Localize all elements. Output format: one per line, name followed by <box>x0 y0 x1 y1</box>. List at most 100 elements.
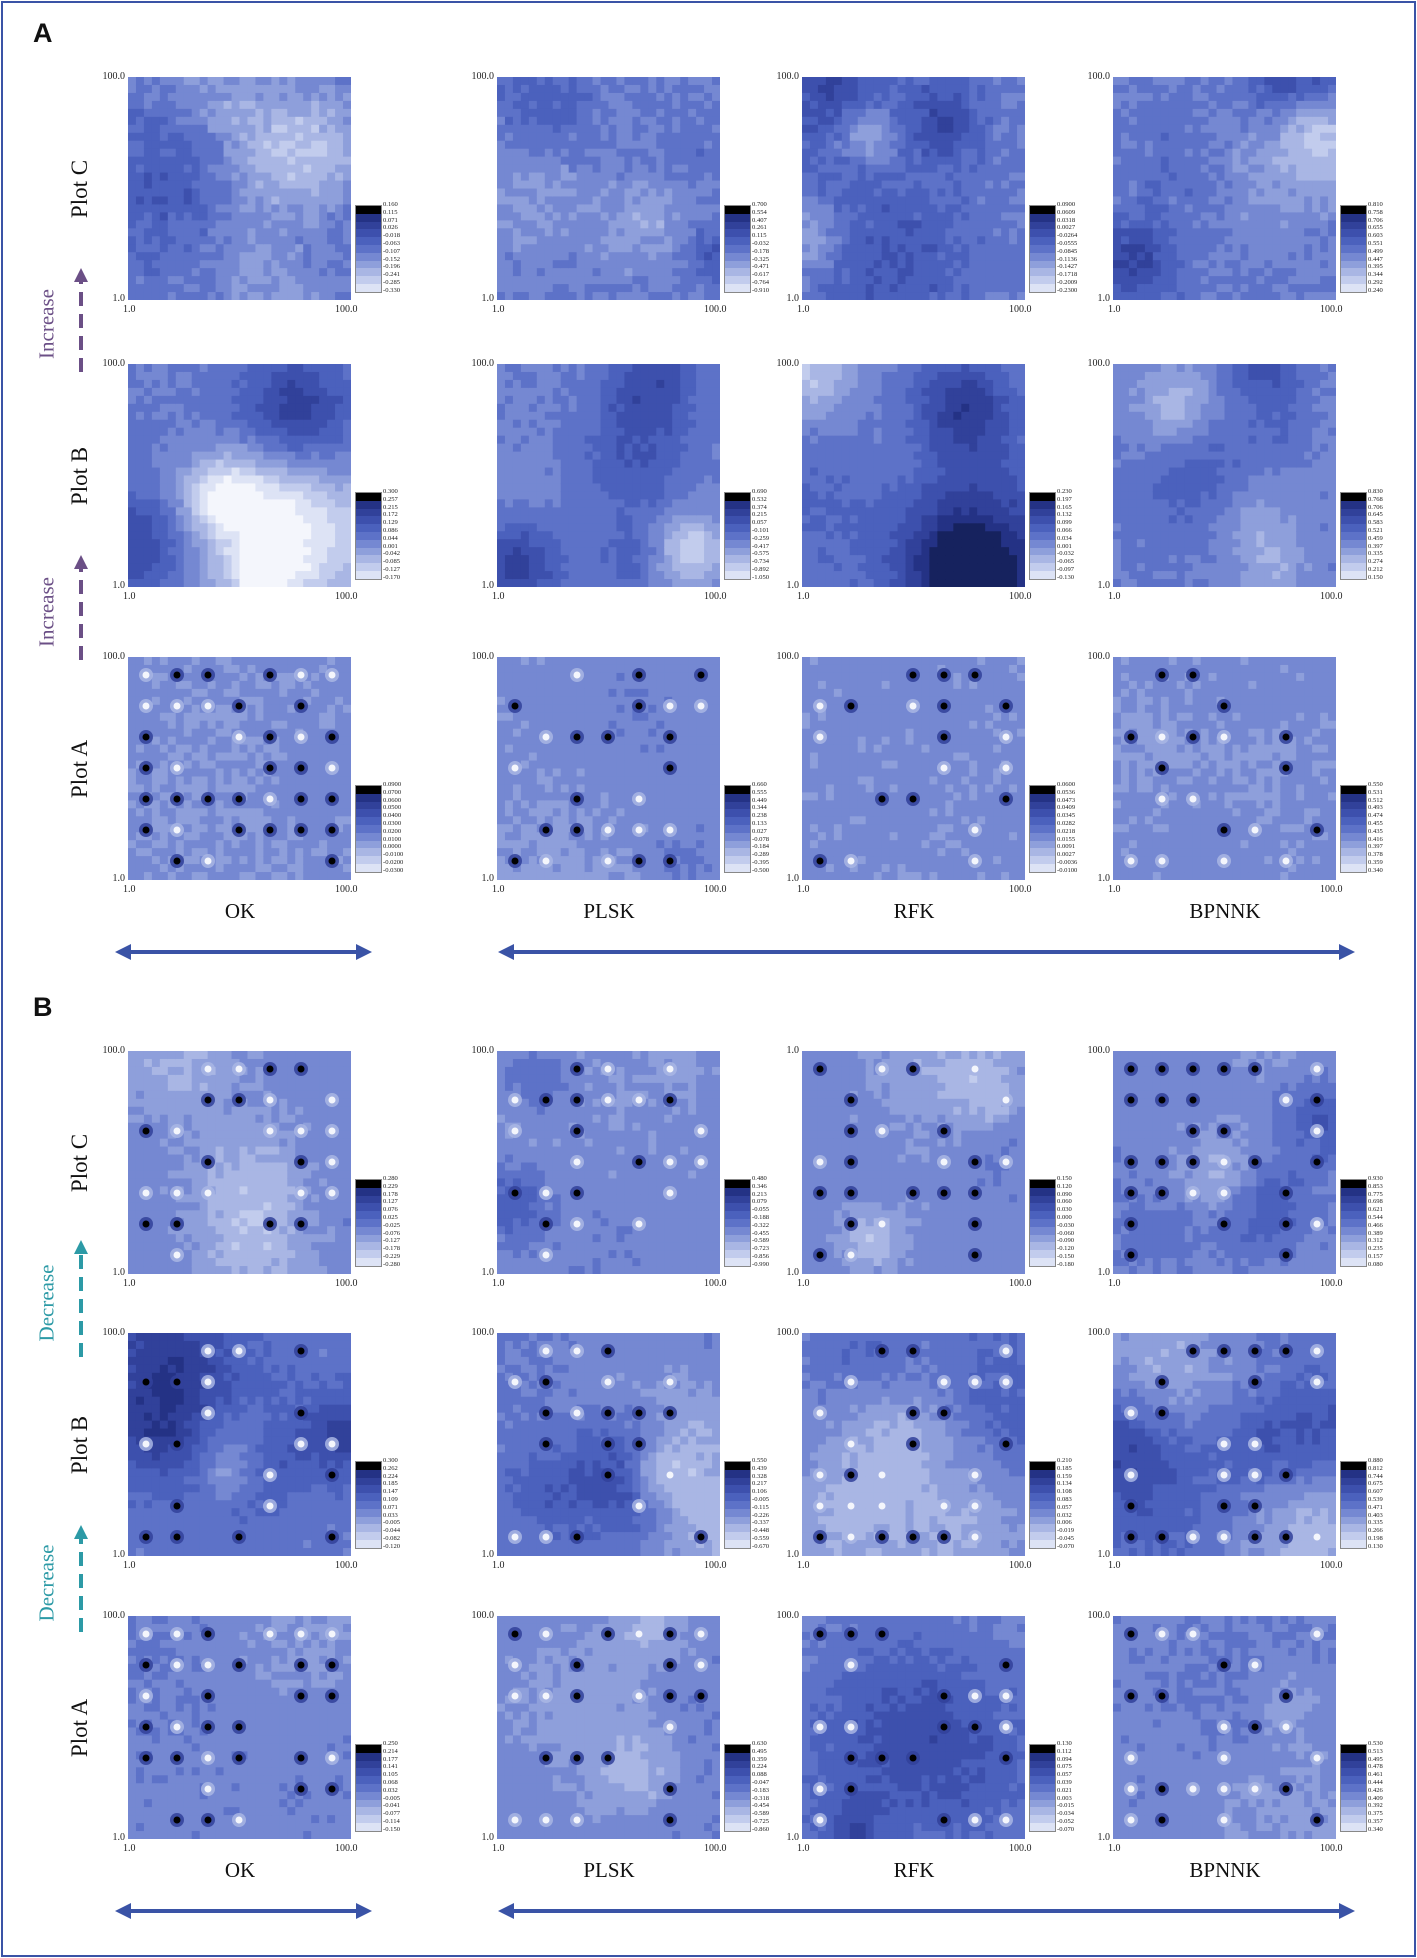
colorbar-label: 0.551 <box>1368 240 1383 248</box>
colorbar-swatch <box>725 555 750 564</box>
colorbar-label: 0.032 <box>383 1787 398 1795</box>
y-tick-min: 1.0 <box>85 294 126 304</box>
colorbar-label: 0.177 <box>383 1756 398 1764</box>
colorbar-swatch <box>1030 1752 1055 1761</box>
dashed-up-arrow-icon <box>74 268 88 372</box>
colorbar-label: 0.300 <box>383 1457 398 1465</box>
colorbar-label: 0.544 <box>1368 1214 1383 1222</box>
colorbar-label: -0.178 <box>383 1246 400 1253</box>
colorbar-label: 0.127 <box>383 1199 398 1206</box>
colorbar-swatch <box>1030 500 1055 509</box>
colorbar-swatch <box>725 563 750 571</box>
x-tick-max: 100.0 <box>1009 1279 1032 1289</box>
colorbar-label: 0.698 <box>1368 1199 1383 1206</box>
colorbar-label: 0.057 <box>1057 1504 1072 1512</box>
colorbar-swatch <box>725 1752 750 1761</box>
colorbar-label: 0.210 <box>1057 1457 1072 1465</box>
colorbar-label: 0.466 <box>1368 1222 1383 1230</box>
colorbar-label: -0.170 <box>383 574 400 582</box>
colorbar-label: 0.006 <box>1057 1520 1072 1527</box>
colorbar-swatch <box>1030 1211 1055 1219</box>
colorbar-swatch <box>1030 1242 1055 1251</box>
colorbar-label: 0.094 <box>1057 1756 1072 1764</box>
y-tick-min: 1.0 <box>759 874 800 884</box>
colorbar-label: -0.860 <box>752 1826 769 1834</box>
colorbar-swatch <box>1030 1462 1055 1470</box>
y-tick-max: 100.0 <box>1070 652 1111 662</box>
colorbar-swatch <box>356 801 381 810</box>
colorbar-swatch <box>725 1822 750 1831</box>
colorbar-label: 0.0155 <box>1057 836 1075 844</box>
colorbar-label: 0.447 <box>1368 256 1383 264</box>
colorbar-swatches <box>355 1744 382 1832</box>
y-tick-min: 1.0 <box>759 581 800 591</box>
colorbar-label: -0.734 <box>752 559 769 566</box>
colorbar-swatch <box>356 221 381 230</box>
colorbar-swatch <box>356 555 381 564</box>
contour-map <box>497 364 720 587</box>
colorbar-label: 0.539 <box>1368 1496 1383 1504</box>
colorbar-swatch <box>725 276 750 284</box>
colorbar-label: -0.670 <box>752 1543 769 1551</box>
colorbar-label: 0.000 <box>1057 1214 1072 1222</box>
contour-map <box>128 77 351 300</box>
colorbar-label: 0.495 <box>1368 1756 1383 1764</box>
colorbar-swatch <box>1030 1532 1055 1540</box>
colorbar-label: -0.500 <box>752 867 769 875</box>
colorbar-swatch <box>725 786 750 794</box>
colorbar-label: 0.214 <box>383 1748 398 1756</box>
double-headed-arrow-icon <box>498 944 1355 960</box>
colorbar-label: 0.0473 <box>1057 797 1075 805</box>
colorbar-label: 0.407 <box>752 217 767 225</box>
colorbar-swatch <box>725 1783 750 1792</box>
colorbar-swatch <box>725 1218 750 1227</box>
colorbar-label: 0.607 <box>1368 1489 1383 1496</box>
colorbar-label: 0.280 <box>383 1175 398 1183</box>
colorbar-label: 0.397 <box>1368 844 1383 851</box>
colorbar-swatch <box>725 1760 750 1769</box>
colorbar-swatch <box>356 817 381 825</box>
colorbar-swatches <box>1029 492 1056 580</box>
x-tick-max: 100.0 <box>1009 305 1032 315</box>
colorbar-swatch <box>1341 856 1366 864</box>
colorbar-swatch <box>1030 848 1055 857</box>
colorbar-swatch <box>725 547 750 556</box>
colorbar-label: -0.184 <box>752 844 769 851</box>
colorbar-swatches <box>724 1461 751 1549</box>
colorbar-swatch <box>1030 1783 1055 1792</box>
colorbar-swatch <box>356 516 381 525</box>
colorbar-label: 0.292 <box>1368 279 1383 287</box>
colorbar-label: -0.018 <box>383 233 400 240</box>
colorbar-label: -0.115 <box>752 1504 769 1512</box>
colorbar-swatch <box>725 1195 750 1204</box>
colorbar-swatch <box>1030 1195 1055 1204</box>
colorbar-label: 0.474 <box>1368 813 1383 820</box>
y-tick-max: 100.0 <box>1070 1611 1111 1621</box>
colorbar-swatch <box>725 539 750 548</box>
colorbar-label: 0.235 <box>1368 1246 1383 1253</box>
method-label: PLSK <box>583 899 634 924</box>
colorbar-label: 0.478 <box>1368 1764 1383 1771</box>
x-tick-min: 1.0 <box>123 305 136 315</box>
colorbar-swatch <box>1030 524 1055 532</box>
y-tick-min: 1.0 <box>454 1833 495 1843</box>
colorbar-swatch <box>1030 840 1055 849</box>
colorbar-swatch <box>1341 237 1366 245</box>
colorbar-swatch <box>356 1242 381 1251</box>
colorbar-label: 0.108 <box>1057 1489 1072 1496</box>
colorbar-swatch <box>1030 1524 1055 1533</box>
x-tick-min: 1.0 <box>1108 885 1121 895</box>
colorbar-swatch <box>1030 1768 1055 1777</box>
colorbar-swatch <box>1030 1539 1055 1548</box>
colorbar-swatch <box>725 524 750 532</box>
colorbar-swatch <box>356 1776 381 1784</box>
colorbar-label: 0.758 <box>1368 209 1383 217</box>
colorbar-label: 0.359 <box>752 1756 767 1764</box>
contour-map <box>128 657 351 880</box>
colorbar-label: 0.112 <box>1057 1748 1072 1756</box>
colorbar-label: 0.160 <box>383 201 398 209</box>
colorbar-swatch <box>356 848 381 857</box>
colorbar-label: 0.513 <box>1368 1748 1383 1756</box>
colorbar-label: -0.005 <box>752 1496 769 1504</box>
colorbar-label: 0.655 <box>1368 225 1383 232</box>
